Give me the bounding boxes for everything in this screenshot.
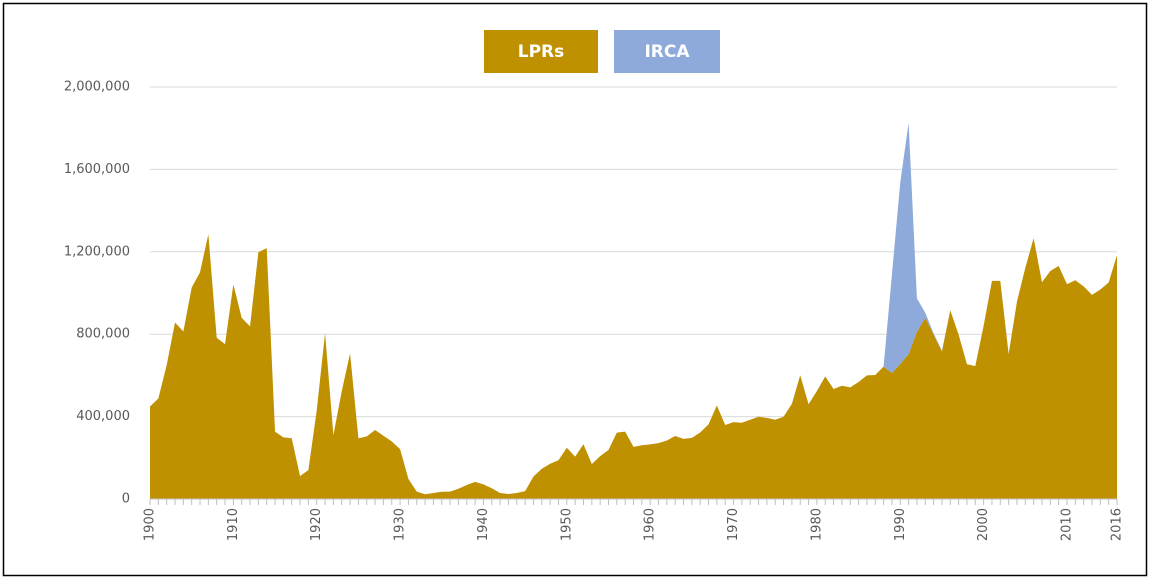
x-tick-label: 1980 (809, 508, 824, 541)
legend-swatch (614, 30, 720, 73)
x-tick-label: 1950 (559, 508, 574, 541)
x-tick-label: 1990 (893, 508, 908, 541)
x-tick-label: 1960 (643, 508, 658, 541)
y-tick-label: 2,000,000 (64, 80, 130, 95)
x-tick-label: 1920 (309, 508, 324, 541)
x-tick-label: 1900 (143, 508, 158, 541)
legend-swatch (484, 30, 598, 73)
legend-label: LPRs (518, 42, 565, 62)
x-tick-label: 2016 (1110, 508, 1125, 541)
y-tick-label: 1,200,000 (64, 244, 130, 259)
y-tick-label: 800,000 (76, 327, 130, 342)
y-tick-label: 0 (122, 492, 130, 507)
x-tick-label: 1970 (726, 508, 741, 541)
legend-label: IRCA (644, 42, 690, 62)
y-tick-label: 400,000 (76, 409, 130, 424)
x-tick-label: 1910 (226, 508, 241, 541)
x-tick-label: 2000 (976, 508, 991, 541)
y-tick-label: 1,600,000 (64, 162, 130, 177)
x-tick-label: 1930 (393, 508, 408, 541)
x-tick-label: 2010 (1059, 508, 1074, 541)
x-tick-label: 1940 (476, 508, 491, 541)
area (150, 234, 1117, 500)
